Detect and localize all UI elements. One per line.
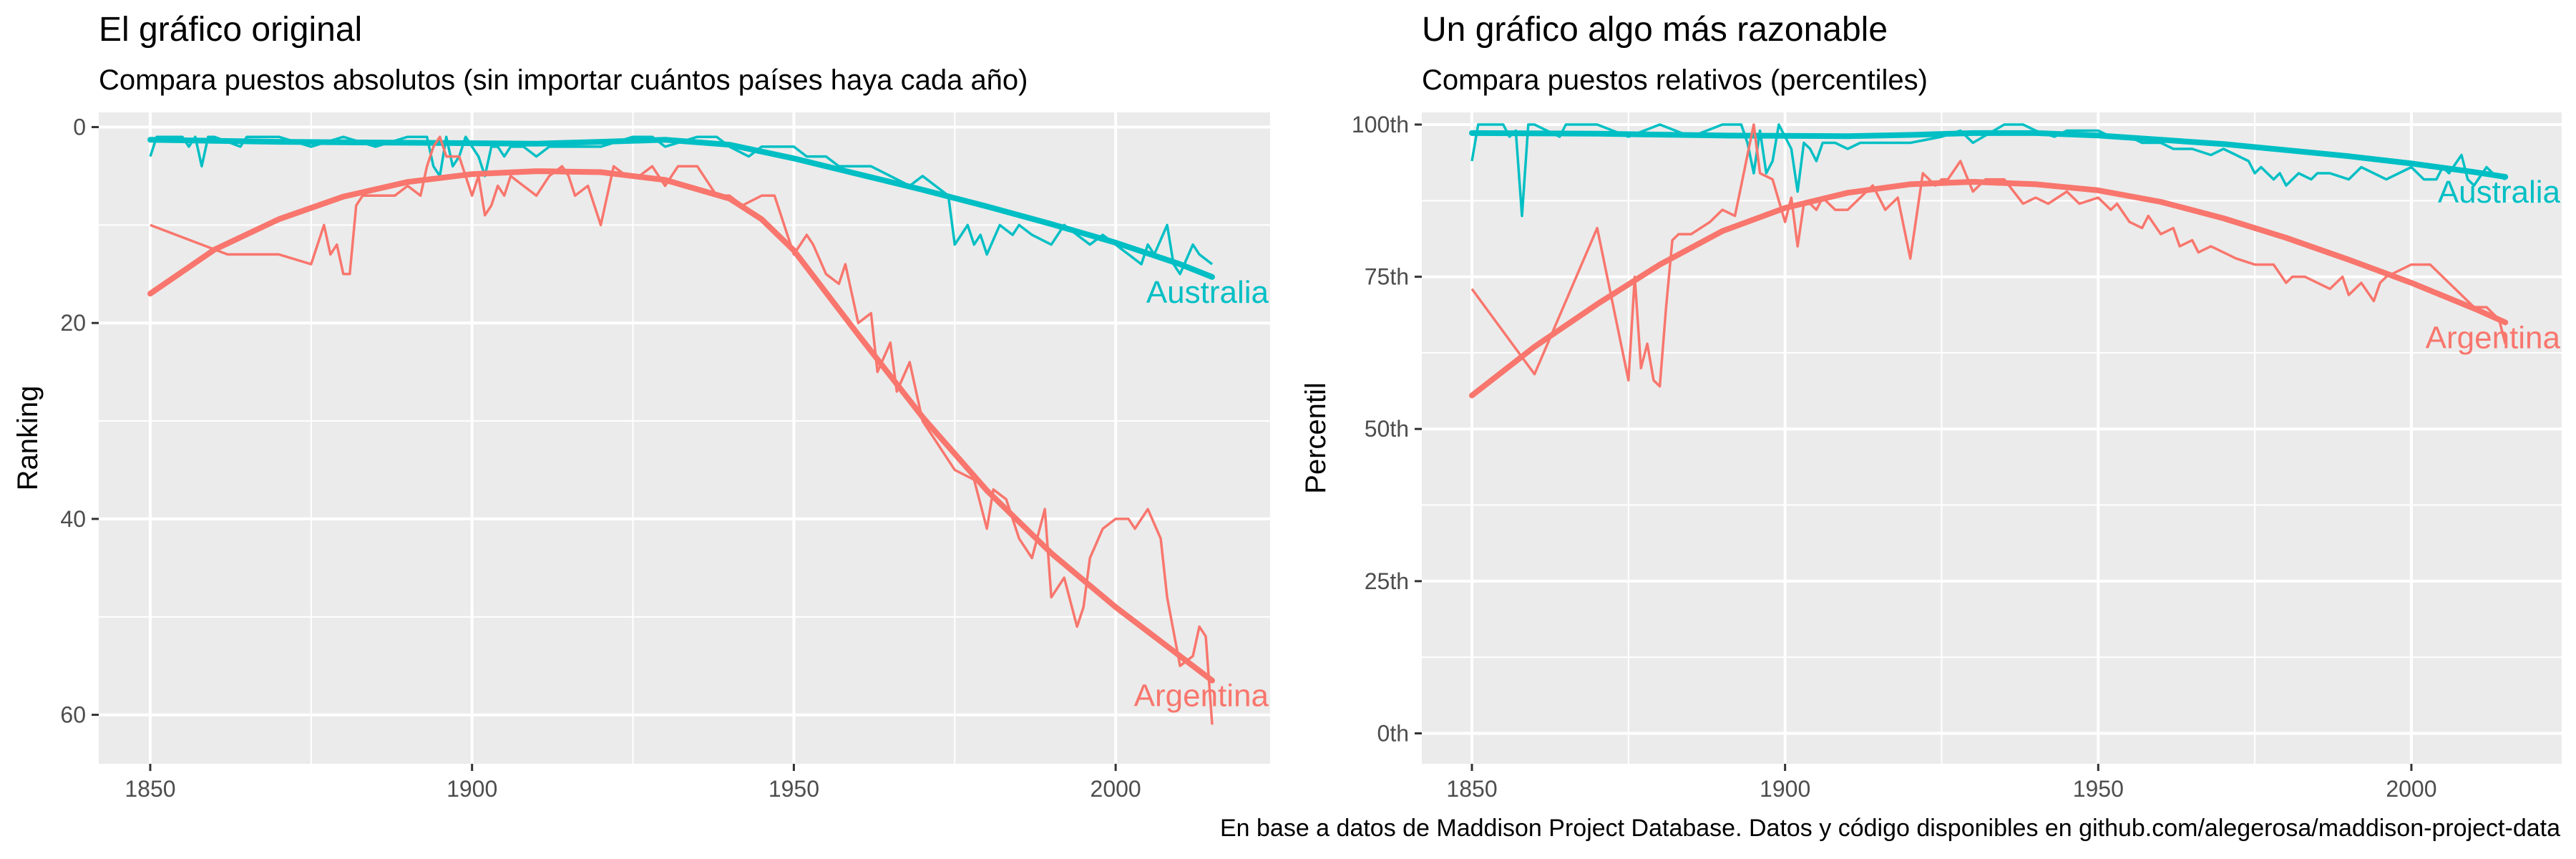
series-end-label-argentina: Argentina <box>2426 320 2561 355</box>
plot-background <box>99 112 1270 764</box>
chart-panel-percentile: Un gráfico algo más razonable Compara pu… <box>1300 11 2562 802</box>
y-tick-label: 20 <box>60 310 86 336</box>
x-tick-label: 2000 <box>1091 776 1141 802</box>
chart-title: Un gráfico algo más razonable <box>1422 11 1888 49</box>
plot-background <box>1422 112 2562 764</box>
grid-lines <box>1422 112 2562 764</box>
trend-line-australia <box>147 137 1215 280</box>
series-end-label-argentina: Argentina <box>1134 679 1269 714</box>
trend-line-australia <box>1469 130 2509 180</box>
series-end-label-australia: Australia <box>2438 175 2561 210</box>
chart-subtitle: Compara puestos absolutos (sin importar … <box>99 64 1028 96</box>
x-tick-label: 1950 <box>2073 776 2124 802</box>
series-layer <box>147 135 1215 725</box>
y-axis: 0 20 40 60 <box>60 115 99 728</box>
trend-line-argentina <box>1469 179 2509 399</box>
y-axis: 0th 25th 50th 75th 100th <box>1352 112 1422 746</box>
series-layer <box>1469 123 2509 399</box>
y-tick-label: 50th <box>1365 416 1409 442</box>
y-tick-label: 75th <box>1365 264 1409 290</box>
x-axis: 1850 1900 1950 2000 <box>1446 764 2437 802</box>
chart-subtitle: Compara puestos relativos (percentiles) <box>1422 64 1928 96</box>
grid-lines <box>99 112 1270 764</box>
y-tick-label: 100th <box>1352 112 1409 137</box>
chart-panel-ranking: El gráfico original Compara puestos abso… <box>12 11 1270 802</box>
series-end-labels: Australia Argentina <box>1134 275 1269 714</box>
series-end-label-australia: Australia <box>1146 275 1269 310</box>
series-end-labels: Australia Argentina <box>2426 175 2561 355</box>
chart-title: El gráfico original <box>99 11 362 49</box>
x-tick-label: 1850 <box>125 776 175 802</box>
x-tick-label: 2000 <box>2386 776 2436 802</box>
series-line-argentina <box>1470 123 2507 388</box>
trend-line-argentina <box>147 168 1215 684</box>
y-axis-title: Percentil <box>1300 382 1332 494</box>
caption: En base a datos de Maddison Project Data… <box>1220 815 2560 842</box>
y-axis-title: Ranking <box>12 386 44 491</box>
x-tick-label: 1850 <box>1446 776 1497 802</box>
y-tick-label: 0th <box>1377 720 1409 746</box>
series-line-argentina <box>150 135 1214 725</box>
y-tick-label: 60 <box>60 702 86 728</box>
y-tick-label: 40 <box>60 506 86 532</box>
y-tick-label: 0 <box>73 115 86 140</box>
x-tick-label: 1900 <box>447 776 497 802</box>
y-tick-label: 25th <box>1365 568 1409 594</box>
series-line-australia <box>1470 123 2506 218</box>
x-tick-label: 1950 <box>769 776 819 802</box>
x-tick-label: 1900 <box>1760 776 1810 802</box>
x-axis: 1850 1900 1950 2000 <box>125 764 1141 802</box>
